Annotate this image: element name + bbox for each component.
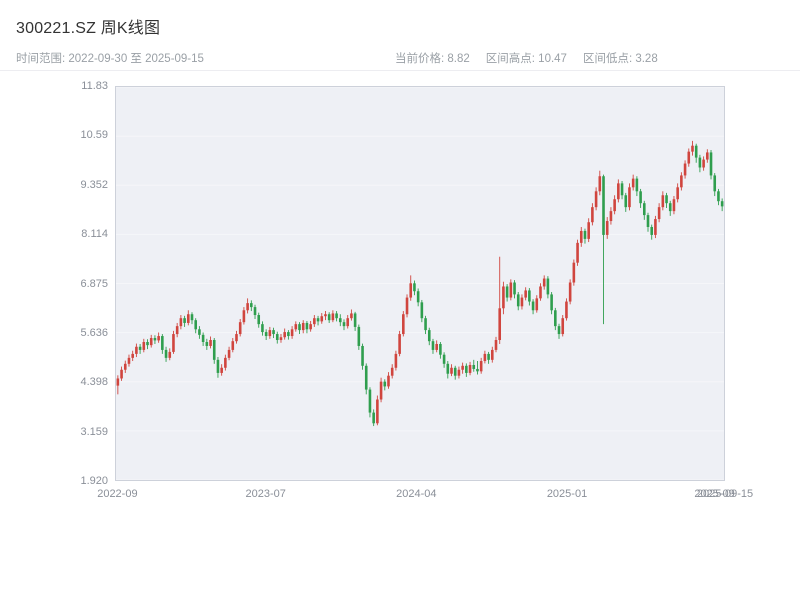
y-axis-tick-label: 8.114 xyxy=(81,228,108,241)
header-divider xyxy=(0,70,800,71)
x-axis-tick-label: 2025-09-15 xyxy=(696,488,754,500)
kline-svg xyxy=(116,87,724,480)
y-axis-tick-label: 4.398 xyxy=(80,376,108,389)
x-axis-tick-label: 2023-07 xyxy=(245,488,286,500)
current-price-label: 当前价格: 8.82 xyxy=(395,53,470,65)
x-axis-tick-label: 2025-09 xyxy=(694,488,735,500)
x-axis: 2022-09 2023-07 2024-04 2025-01 2025-09 2025-… xyxy=(97,488,753,504)
x-axis-tick-label: 2024-04 xyxy=(396,488,437,500)
y-axis-tick-label: 6.875 xyxy=(80,277,108,290)
page-title: 300221.SZ 周K线图 xyxy=(16,20,161,37)
stats-row: 当前价格: 8.82 区间高点: 10.47 区间低点: 3.28 xyxy=(395,50,658,66)
y-axis-tick-label: 9.352 xyxy=(80,178,108,191)
plot-area xyxy=(115,86,725,481)
range-low-label: 区间低点: 3.28 xyxy=(582,53,658,65)
y-axis: 11.83 10.59 9.352 8.114 6.875 5.636 4.398 3.159… xyxy=(0,80,108,487)
y-axis-tick-label: 10.59 xyxy=(80,129,108,142)
time-range-label: 时间范围: 2022-09-30 至 2025-09-15 xyxy=(16,53,204,65)
x-axis-tick-label: 2022-09 xyxy=(97,488,138,500)
y-axis-tick-label: 1.920 xyxy=(80,475,108,487)
y-axis-tick-label: 11.83 xyxy=(81,80,108,92)
x-axis-tick-label: 2025-01 xyxy=(546,488,588,500)
y-axis-tick-label: 5.636 xyxy=(80,326,108,339)
range-high-label: 区间高点: 10.47 xyxy=(485,53,567,65)
y-axis-tick-label: 3.159 xyxy=(80,425,108,438)
